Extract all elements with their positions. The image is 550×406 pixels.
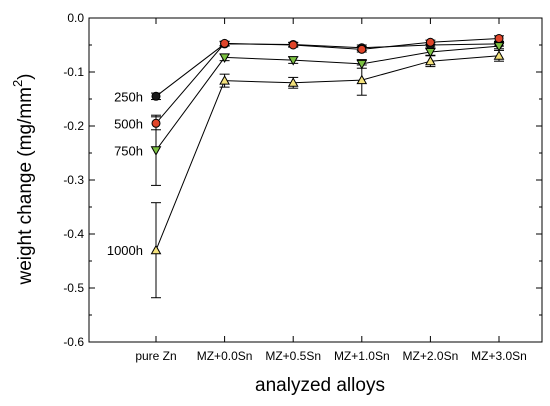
- series-label-750h: 750h: [114, 143, 143, 158]
- data-point: [493, 42, 505, 52]
- data-point: [287, 77, 299, 87]
- y-tick-label: 0.0: [67, 11, 84, 25]
- y-tick-label: -0.1: [63, 65, 84, 79]
- series-750h: [155, 45, 500, 151]
- x-tick-label: MZ+3.0Sn: [471, 349, 527, 363]
- series-250h: [155, 43, 500, 97]
- data-point: [220, 38, 230, 48]
- y-axis-title: weight change (mg/mm2): [10, 73, 36, 285]
- error-bars-1000h: [151, 49, 504, 299]
- series-label-500h: 500h: [114, 116, 143, 131]
- data-point: [219, 53, 230, 63]
- series-label-250h: 250h: [114, 89, 143, 104]
- x-tick-label: MZ+1.0Sn: [334, 349, 390, 363]
- series-label-1000h: 1000h: [107, 243, 143, 258]
- data-point: [150, 244, 162, 255]
- data-point: [287, 56, 299, 66]
- markers-1000h: [150, 50, 505, 255]
- series-line: [155, 55, 500, 251]
- data-point: [425, 48, 436, 58]
- data-point: [151, 118, 161, 128]
- y-tick-label: -0.6: [63, 335, 84, 349]
- y-axis-title-close: ): [15, 73, 36, 79]
- series-500h: [155, 38, 500, 124]
- x-tick-label: MZ+0.0Sn: [197, 349, 253, 363]
- y-tick-label: -0.4: [63, 227, 84, 241]
- series-1000h: [155, 55, 500, 251]
- x-tick-label: pure Zn: [135, 349, 176, 363]
- y-axis-title-main: weight change (mg/mm: [15, 87, 36, 285]
- data-point: [425, 55, 436, 66]
- plot-frame: [88, 17, 543, 343]
- data-point: [288, 40, 298, 50]
- data-point: [357, 44, 367, 54]
- data-point: [219, 75, 230, 85]
- series-line: [155, 38, 500, 124]
- y-tick-label: -0.3: [63, 173, 84, 187]
- y-axis-title-superscript: 2: [10, 80, 25, 87]
- series-line: [155, 43, 500, 97]
- data-point: [493, 50, 505, 60]
- error-bars-750h: [151, 42, 504, 186]
- data-point: [494, 34, 504, 44]
- data-point: [356, 74, 368, 85]
- data-point: [151, 91, 161, 101]
- data-point: [356, 59, 368, 70]
- series-labels: 250h 500h 750h 1000h: [107, 89, 143, 258]
- data-point: [150, 146, 162, 156]
- x-axis-title: analyzed alloys: [255, 375, 385, 396]
- y-tick-label: -0.5: [63, 281, 84, 295]
- y-tick-label: -0.2: [63, 119, 84, 133]
- x-tick-label: MZ+0.5Sn: [265, 349, 321, 363]
- chart-series: [150, 34, 505, 299]
- chart-axes: 0.0 -0.1 -0.2 -0.3 -0.4 -0.5 -0.6 pure Zn MZ+0.0…: [63, 11, 543, 363]
- series-line: [155, 45, 500, 151]
- data-point: [425, 37, 435, 47]
- markers-250h: [151, 39, 504, 101]
- markers-500h: [151, 34, 504, 128]
- markers-750h: [150, 42, 505, 156]
- x-tick-label: MZ+2.0Sn: [403, 349, 459, 363]
